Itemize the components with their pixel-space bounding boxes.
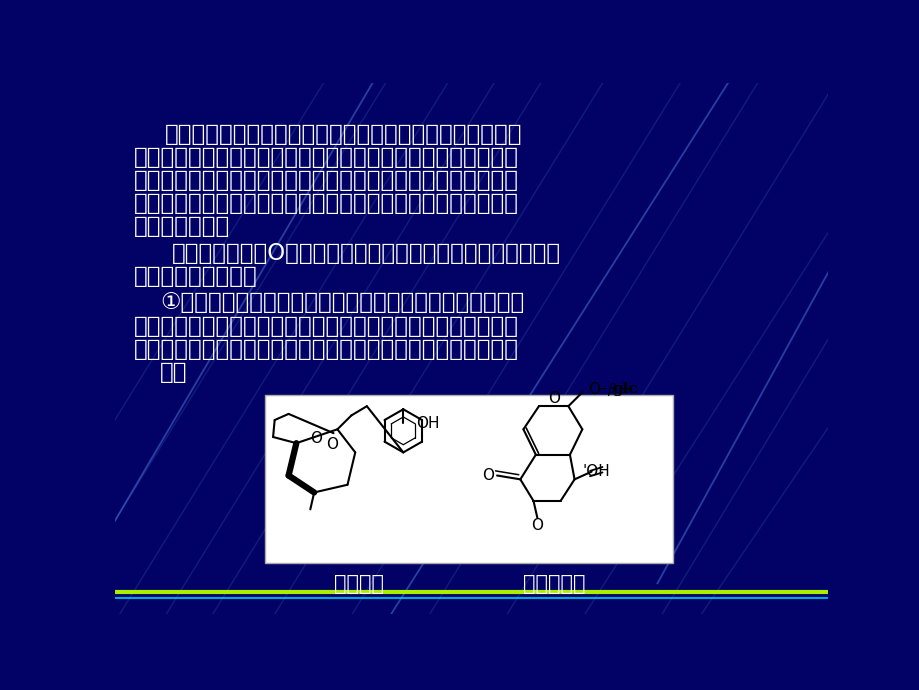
- Text: O: O: [588, 382, 600, 397]
- Text: O: O: [325, 437, 337, 452]
- Text: O: O: [311, 431, 323, 446]
- Text: ①、醇苷：是由苷元醇羟基与糖端基羟基脱水缩合而成。醇: ①、醇苷：是由苷元醇羟基与糖端基羟基脱水缩合而成。醇: [160, 291, 524, 315]
- Text: 常见的是氧苷。: 常见的是氧苷。: [134, 215, 231, 238]
- Text: 苷苷元中不少是萜类和醇类化合物，其中强心苷和皂苷是醇苷中: 苷苷元中不少是萜类和醇类化合物，其中强心苷和皂苷是醇苷中: [134, 315, 519, 337]
- Text: 下：: 下：: [160, 361, 187, 384]
- Text: （一）、氧苷（O－苷）：根据苷键的不同可分为醇苷、酚苷、: （一）、氧苷（O－苷）：根据苷键的不同可分为醇苷、酚苷、: [171, 241, 560, 265]
- Text: 生的，可分为原苷和次级苷；按连接单糖基的个数分为单糖苷、: 生的，可分为原苷和次级苷；按连接单糖基的个数分为单糖苷、: [134, 146, 519, 169]
- Text: 氰苷、酯苷等四类。: 氰苷、酯苷等四类。: [134, 265, 258, 288]
- Text: 二糖苷等；按连接糖的链数分为单糖链苷、双糖链苷、三糖链苷: 二糖苷等；按连接糖的链数分为单糖链苷、双糖链苷、三糖链苷: [134, 169, 519, 192]
- Text: 的重要类型。例如：红景天苷和獐牙菜苷苷均是醇苷，其结构如: 的重要类型。例如：红景天苷和獐牙菜苷苷均是醇苷，其结构如: [134, 337, 519, 361]
- Text: O: O: [547, 391, 559, 406]
- Text: 等；按苷键原子的不同分为氧苷、硫苷、氮苷和碳苷等，其中最: 等；按苷键原子的不同分为氧苷、硫苷、氮苷和碳苷等，其中最: [134, 192, 519, 215]
- Text: glc: glc: [612, 382, 638, 396]
- Text: 'OH: 'OH: [582, 464, 609, 479]
- Text: OH: OH: [415, 415, 438, 431]
- Text: 獐牙菜苦苷: 獐牙菜苦苷: [523, 574, 585, 594]
- Text: 二、苷的类型与结构特征：苷类按是生物体内原存的或是次: 二、苷的类型与结构特征：苷类按是生物体内原存的或是次: [165, 123, 522, 146]
- Bar: [265, 395, 673, 562]
- Text: O: O: [482, 468, 494, 483]
- Text: 红景天苷: 红景天苷: [334, 574, 383, 594]
- Text: $-\beta-$: $-\beta-$: [596, 381, 630, 397]
- Text: O: O: [531, 518, 543, 533]
